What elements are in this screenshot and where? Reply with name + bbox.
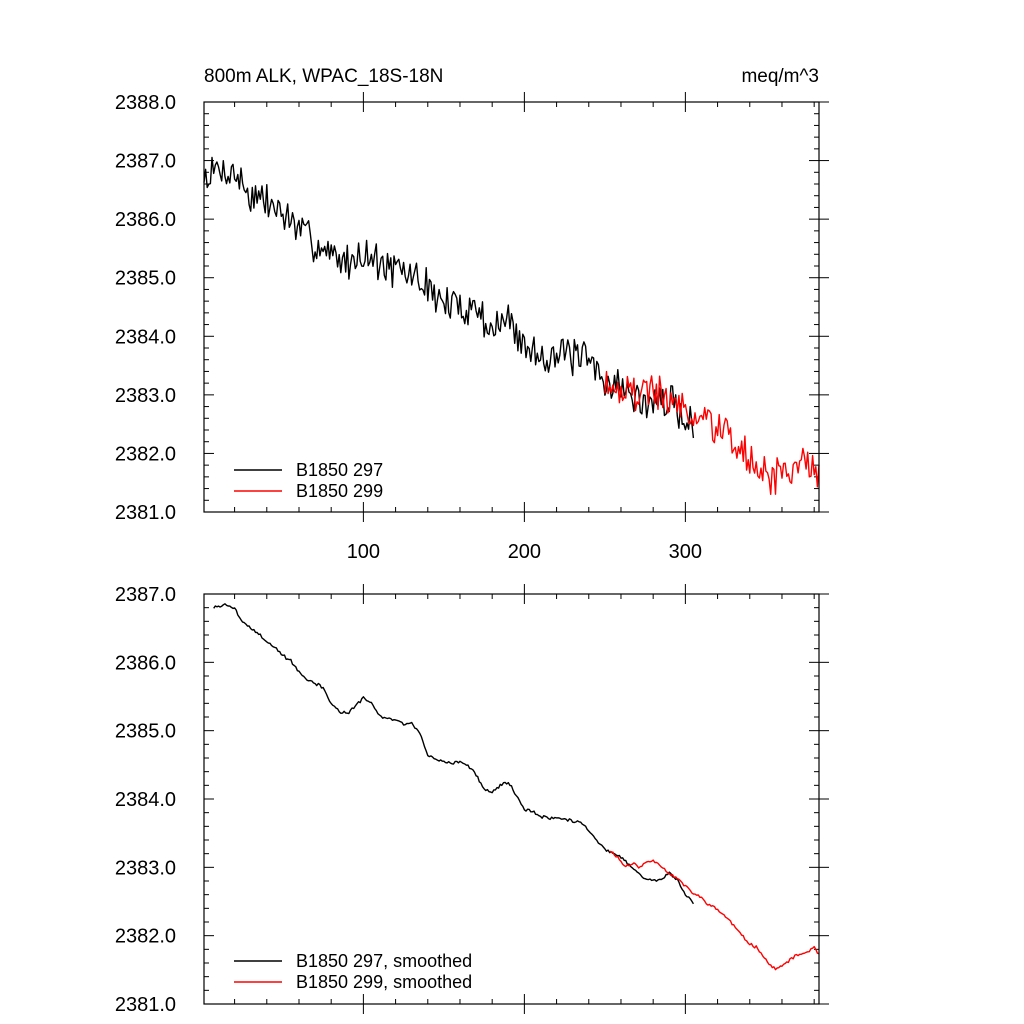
series-line-299 xyxy=(609,850,820,971)
y-tick-label: 2384.0 xyxy=(115,789,176,811)
y-tick-label: 2387.0 xyxy=(115,584,176,606)
top-panel: 800m ALK, WPAC_18S-18N meq/m^3 100 200 300… xyxy=(115,66,829,563)
x-tick-label: 100 xyxy=(347,541,380,563)
top-title: 800m ALK, WPAC_18S-18N xyxy=(204,66,443,87)
x-tick-label: 300 xyxy=(669,541,702,563)
y-tick-label: 2382.0 xyxy=(115,443,176,465)
top-legend: B1850 297 B1850 299 xyxy=(234,460,383,501)
bottom-plot-frame xyxy=(203,593,820,1005)
legend-label-299-smoothed: B1850 299, smoothed xyxy=(296,972,472,992)
bottom-panel: 2381.0 2382.0 2383.0 2384.0 2385.0 2386.0 2387… xyxy=(115,584,829,1016)
y-tick-label: 2381.0 xyxy=(115,502,176,524)
legend-label-297: B1850 297 xyxy=(296,460,383,480)
y-tick-label: 2386.0 xyxy=(115,209,176,231)
legend-label-299: B1850 299 xyxy=(296,481,383,501)
y-tick-label: 2384.0 xyxy=(115,326,176,348)
y-tick-label: 2385.0 xyxy=(115,268,176,290)
y-tick-label: 2381.0 xyxy=(115,994,176,1016)
legend-label-297-smoothed: B1850 297, smoothed xyxy=(296,951,472,971)
top-plot-frame xyxy=(203,101,820,513)
bottom-legend: B1850 297, smoothed B1850 299, smoothed xyxy=(234,951,472,992)
top-series xyxy=(203,156,820,495)
y-tick-label: 2387.0 xyxy=(115,151,176,173)
top-ticks: 100 200 300 2381.0 2382.0 2383.0 2384.0 2385.0 2… xyxy=(115,92,829,563)
y-tick-label: 2386.0 xyxy=(115,652,176,674)
y-tick-label: 2383.0 xyxy=(115,857,176,879)
bottom-series xyxy=(213,603,820,971)
series-line-297 xyxy=(203,156,695,439)
y-tick-label: 2388.0 xyxy=(115,92,176,114)
y-tick-label: 2382.0 xyxy=(115,926,176,948)
bottom-ticks: 2381.0 2382.0 2383.0 2384.0 2385.0 2386.0 2387… xyxy=(115,584,829,1016)
series-line-299 xyxy=(604,370,820,495)
x-tick-label: 200 xyxy=(508,541,541,563)
y-tick-label: 2383.0 xyxy=(115,385,176,407)
top-units: meq/m^3 xyxy=(741,66,819,87)
y-tick-label: 2385.0 xyxy=(115,721,176,743)
series-line-297 xyxy=(213,603,695,905)
